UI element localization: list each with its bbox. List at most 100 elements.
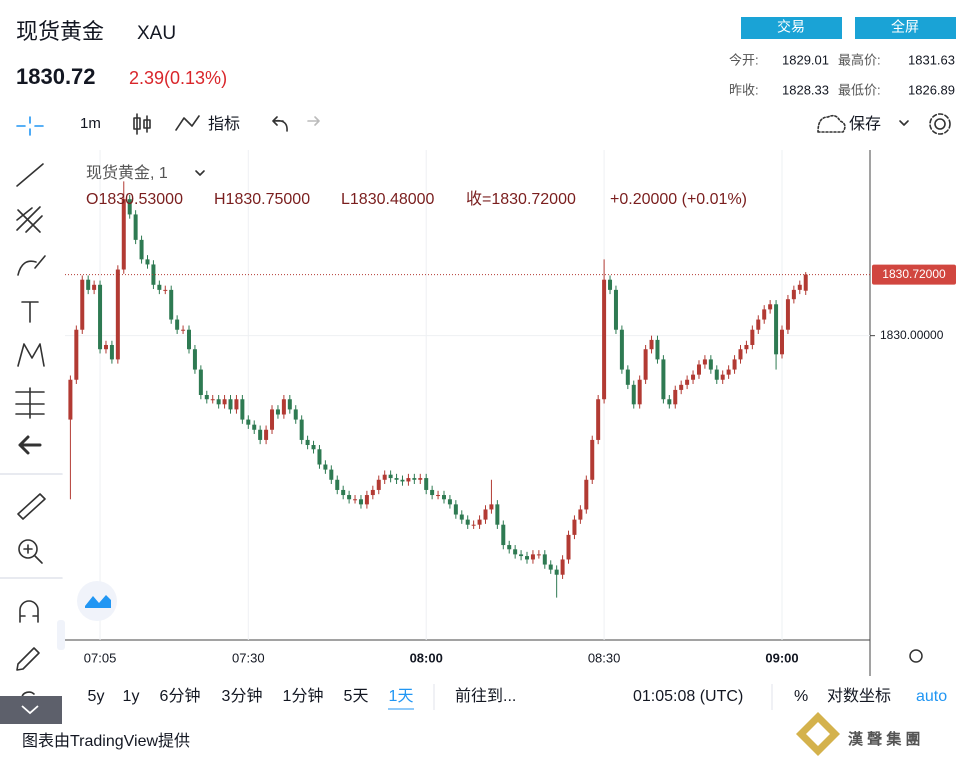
range-button[interactable]: 1天 xyxy=(389,688,414,705)
range-button[interactable]: 1y xyxy=(123,688,140,705)
candle-body xyxy=(578,509,583,520)
candle-body xyxy=(691,374,696,380)
goto-button[interactable]: 前往到... xyxy=(455,687,516,705)
fullscreen-button-label[interactable]: 全屏 xyxy=(891,19,919,35)
save-button[interactable]: 保存 xyxy=(849,115,881,133)
candle-body xyxy=(234,399,239,410)
credit: 图表由TradingView提供 xyxy=(22,732,190,750)
candle-body xyxy=(216,399,221,405)
candle-body xyxy=(673,389,678,405)
range-button[interactable]: 1分钟 xyxy=(283,687,324,705)
candle-body xyxy=(98,284,103,350)
candle-body xyxy=(400,479,405,482)
candle-body xyxy=(187,329,191,350)
chart-type-icon[interactable] xyxy=(133,113,151,135)
candle-body xyxy=(109,344,114,360)
candle-body xyxy=(637,379,642,405)
line-tool[interactable] xyxy=(16,163,44,187)
redo-icon[interactable] xyxy=(307,116,320,126)
stat-label: 昨收: xyxy=(729,82,759,97)
candle-body xyxy=(246,419,251,425)
back-tool[interactable] xyxy=(18,435,42,455)
candle-body xyxy=(341,489,346,496)
candle-body xyxy=(774,304,779,355)
candle-body xyxy=(210,399,215,401)
toolbar-handle[interactable] xyxy=(57,620,65,650)
candle-body xyxy=(228,399,233,410)
percent-toggle[interactable]: % xyxy=(794,688,808,705)
candle-body xyxy=(619,329,624,370)
cloud-icon[interactable] xyxy=(817,114,846,133)
candle-body xyxy=(803,274,808,291)
plot-area xyxy=(65,150,870,640)
pattern-tool[interactable] xyxy=(17,343,45,367)
collapse-icon[interactable] xyxy=(21,705,39,715)
range-button[interactable]: 5y xyxy=(88,688,105,705)
collapse-toolbar[interactable] xyxy=(0,696,62,724)
magnet-tool[interactable] xyxy=(19,600,39,623)
fullscreen-button[interactable] xyxy=(855,17,956,39)
range-button[interactable]: 3分钟 xyxy=(222,687,263,705)
candle-body xyxy=(121,199,126,270)
settings-icon-ring[interactable] xyxy=(929,113,951,135)
save-menu-icon[interactable] xyxy=(899,120,909,126)
candle-body xyxy=(720,374,725,380)
log-toggle[interactable]: 对数坐标 xyxy=(827,687,891,705)
candle-body xyxy=(258,429,263,440)
range-bar: 5y 1y 6分钟 3分钟 1分钟 5天 1天 xyxy=(88,687,414,710)
candle-body xyxy=(489,504,494,510)
candle-body xyxy=(376,479,381,490)
x-tick-label: 09:00 xyxy=(765,650,798,665)
text-tool[interactable] xyxy=(21,301,39,323)
candle-body xyxy=(281,399,286,415)
instrument-name: 现货黄金 xyxy=(16,19,104,44)
auto-toggle[interactable]: auto xyxy=(916,688,947,705)
stat-label: 最低价: xyxy=(838,82,881,97)
candle-body xyxy=(483,509,488,520)
candle-body xyxy=(501,524,506,546)
candle-body xyxy=(447,499,452,505)
indicator-button[interactable]: 指标 xyxy=(208,115,240,133)
tv-badge-icon[interactable] xyxy=(85,595,111,608)
candle-body xyxy=(169,289,174,320)
last-price-label: 1830.72000 xyxy=(882,267,946,281)
candle-body xyxy=(513,549,518,555)
candle-body xyxy=(353,499,358,501)
x-tick-label: 08:00 xyxy=(410,650,443,665)
settings-icon[interactable] xyxy=(934,118,946,130)
candle-body xyxy=(495,504,500,525)
undo-icon[interactable] xyxy=(272,116,288,132)
legend-close: 收=1830.72000 xyxy=(466,190,576,208)
candle-body xyxy=(139,239,144,260)
candle-body xyxy=(738,349,743,360)
range-button[interactable]: 5天 xyxy=(344,688,369,705)
legend-title: 现货黄金, 1 xyxy=(86,164,168,182)
candle-body xyxy=(643,349,648,380)
fib-tool[interactable] xyxy=(16,206,43,233)
zoom-tool[interactable] xyxy=(18,539,38,559)
left-toolbar xyxy=(0,116,63,713)
candle-body xyxy=(68,379,73,420)
candle-body xyxy=(631,384,636,405)
indicator-icon[interactable] xyxy=(175,115,200,131)
brush-tool[interactable] xyxy=(17,255,46,276)
prediction-tool[interactable] xyxy=(15,387,45,419)
crosshair-tool[interactable] xyxy=(16,116,44,136)
legend-menu[interactable] xyxy=(195,170,205,176)
candle-body xyxy=(768,304,773,310)
ruler-tool[interactable] xyxy=(17,493,46,520)
candle-body xyxy=(175,319,180,330)
candle-body xyxy=(382,474,387,480)
trade-button[interactable] xyxy=(741,17,842,39)
candle-body xyxy=(115,269,120,360)
draw-mode-tool[interactable] xyxy=(16,647,40,671)
trade-button-label[interactable]: 交易 xyxy=(777,19,805,35)
stat-label: 今开: xyxy=(729,52,759,67)
zoom-tool-glyph[interactable] xyxy=(23,544,43,564)
interval-button[interactable]: 1m xyxy=(80,115,101,132)
candle-body xyxy=(560,559,565,575)
axis-settings[interactable] xyxy=(909,649,923,663)
range-button[interactable]: 6分钟 xyxy=(160,687,201,705)
candle-body xyxy=(329,469,334,480)
